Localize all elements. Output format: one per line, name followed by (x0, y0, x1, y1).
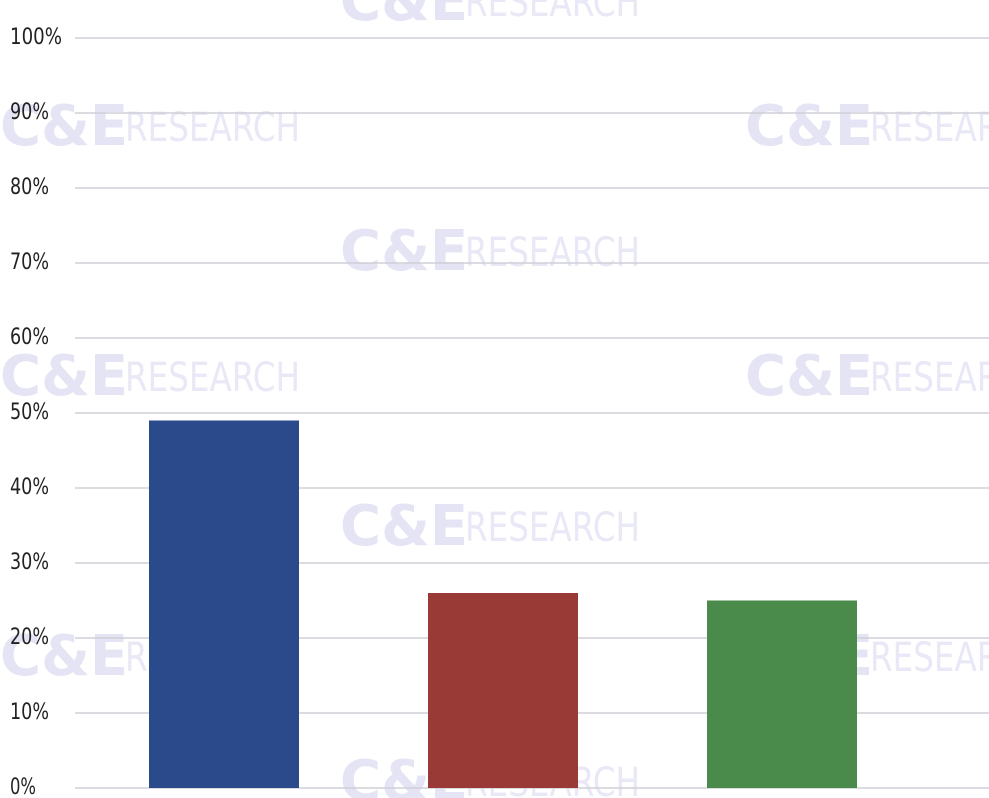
watermark-logo: C&E (340, 0, 468, 34)
watermark-logo: C&E (340, 494, 468, 559)
y-tick-label: 50% (10, 400, 49, 425)
y-tick-label: 0% (10, 775, 36, 798)
watermark-logo: C&E (745, 94, 873, 159)
bar (149, 420, 299, 788)
watermark-logo: C&E (0, 344, 128, 409)
watermark-word: RESEARCH (465, 0, 640, 26)
watermark-logo: C&E (745, 344, 873, 409)
watermark-logo: C&E (340, 219, 468, 284)
watermark-logo: C&E (0, 624, 128, 689)
y-tick-label: 80% (10, 175, 49, 200)
y-tick-label: 20% (10, 625, 49, 650)
y-tick-label: 40% (10, 475, 49, 500)
bar (707, 600, 857, 788)
watermark-word: RESEARCH (870, 635, 989, 681)
watermark-word: RESEARCH (465, 505, 640, 551)
watermark-word: RESEARCH (125, 105, 300, 151)
bar (428, 593, 578, 788)
watermark-word: RESEARCH (870, 105, 989, 151)
y-tick-label: 90% (10, 100, 49, 125)
watermark-word: RESEARCH (465, 230, 640, 276)
watermark-logo: C&E (0, 94, 128, 159)
watermark-word: RESEARCH (870, 355, 989, 401)
y-tick-label: 100% (10, 25, 62, 50)
y-tick-label: 60% (10, 325, 49, 350)
y-tick-label: 30% (10, 550, 49, 575)
watermark-word: RESEARCH (125, 355, 300, 401)
y-tick-label: 10% (10, 700, 49, 725)
y-tick-label: 70% (10, 250, 49, 275)
